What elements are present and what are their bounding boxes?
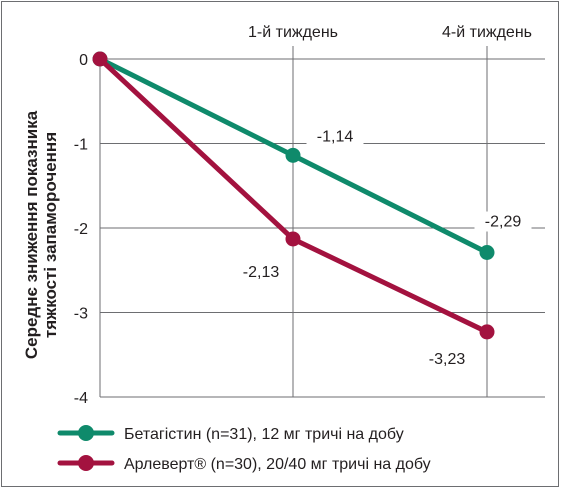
series-0-data-label-2: -2,29 (485, 214, 522, 231)
series-0-label-bg-2 (474, 211, 532, 232)
series-0-point-2 (479, 245, 495, 261)
series-0-label-bg-1 (306, 126, 364, 147)
y-tick-label-2: -2 (74, 221, 88, 238)
y-tick-label-3: -3 (74, 306, 88, 323)
legend: Бетагістин (n=31), 12 мг тричі на добу Ар… (57, 425, 431, 473)
legend-label-1: Арлеверт® (n=30), 20/40 мг тричі на добу (124, 456, 431, 473)
series-1-data-label-2: -3,23 (429, 351, 466, 368)
y-axis-label: Середнє зниження показникатяжкості запам… (22, 110, 60, 359)
y-axis-label-line-0: Середнє зниження показника (22, 110, 41, 359)
series-1-point-1 (285, 231, 301, 247)
series-1: -2,13 -3,23 (92, 51, 495, 368)
y-axis-ticks: 0 -1 -2 -3 -4 (74, 52, 88, 407)
series-0-point-1 (285, 147, 301, 163)
series-lines: -1,14 -2,29 -2,13 -3,23 (92, 51, 532, 368)
y-tick-label-4: -4 (74, 390, 88, 407)
legend-marker-0 (78, 425, 94, 441)
x-tick-label-1: 1-й тиждень (248, 24, 338, 41)
legend-label-0: Бетагістин (n=31), 12 мг тричі на добу (124, 426, 404, 443)
y-tick-label-1: -1 (74, 137, 88, 154)
y-axis-label-line-1: тяжкості запаморочення (41, 132, 60, 338)
series-1-data-label-1: -2,13 (243, 264, 280, 281)
y-tick-label-0: 0 (79, 52, 88, 69)
x-tick-label-2: 4-й тиждень (442, 24, 532, 41)
legend-marker-1 (78, 455, 94, 471)
series-1-point-2 (479, 324, 495, 340)
series-0: -1,14 -2,29 (92, 51, 532, 261)
series-0-data-label-1: -1,14 (317, 128, 354, 145)
grid (99, 46, 545, 398)
series-1-point-0 (92, 51, 108, 67)
x-axis-ticks: 1-й тиждень 4-й тиждень (248, 24, 532, 41)
